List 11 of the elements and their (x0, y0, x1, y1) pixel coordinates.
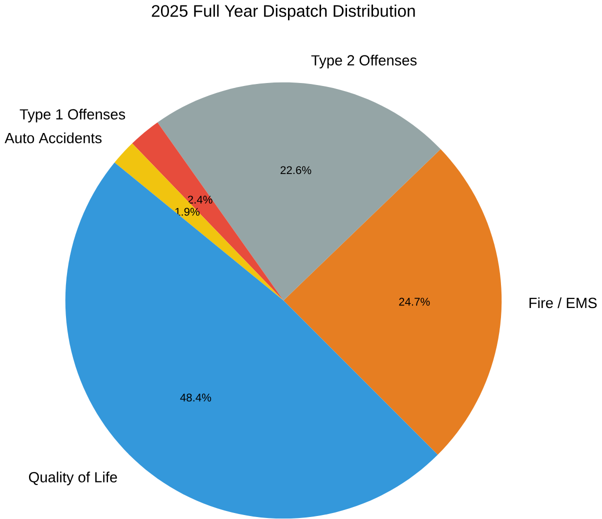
data-label: 22.6% (280, 166, 312, 174)
slice-label: Type 2 Offenses (311, 54, 417, 69)
slice-label: Type 1 Offenses (20, 108, 126, 123)
slice-label: Auto Accidents (4, 132, 102, 144)
data-label: 48.4% (180, 394, 212, 402)
data-label: 2.4% (188, 196, 212, 204)
chart-title: 2025 Full Year Dispatch Distribution (152, 4, 415, 20)
slice-label: Quality of Life (28, 472, 117, 486)
slice-label: Fire / EMS (530, 298, 597, 308)
data-label: 24.7% (399, 298, 430, 306)
data-label: 1.9% (175, 208, 200, 216)
